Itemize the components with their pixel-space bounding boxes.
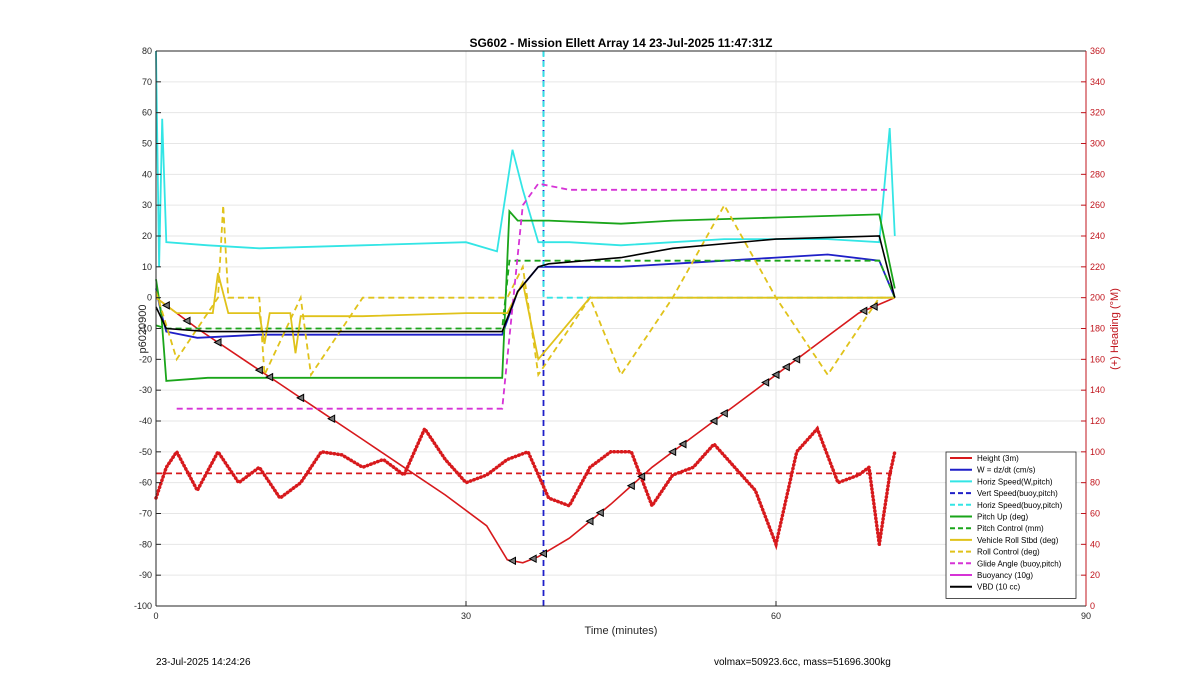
height-marker: [626, 481, 635, 491]
legend-entry: W = dz/dt (cm/s): [977, 466, 1036, 475]
y2-tick-label: 320: [1090, 108, 1105, 118]
y2-tick-label: 120: [1090, 416, 1105, 426]
y-tick-label: -70: [139, 509, 152, 519]
legend-entry: Vert Speed(buoy,pitch): [977, 489, 1058, 498]
height-marker: [507, 556, 516, 566]
y2-axis-label: (+) Heading (°M): [1109, 288, 1121, 370]
y2-tick-label: 20: [1090, 570, 1100, 580]
y-tick-label: -80: [139, 539, 152, 549]
height-marker: [254, 365, 263, 375]
legend-entry: Roll Control (deg): [977, 548, 1040, 557]
height-marker: [771, 370, 780, 380]
series-vbd-10-cc: [155, 235, 896, 333]
series-height-3m: [155, 296, 896, 564]
legend-entry: Glide Angle (buoy,pitch): [977, 559, 1062, 568]
height-marker: [709, 416, 718, 426]
y-tick-label: -60: [139, 478, 152, 488]
legend-entry: Buoyancy (10g): [977, 571, 1033, 580]
height-marker: [182, 316, 191, 326]
series-roll-control-deg: [155, 203, 895, 379]
height-marker: [719, 408, 728, 418]
y-tick-label: 10: [142, 262, 152, 272]
height-marker: [161, 301, 170, 310]
legend-entry: Pitch Up (deg): [977, 513, 1028, 522]
y2-tick-label: 260: [1090, 200, 1105, 210]
y-tick-label: -30: [139, 385, 152, 395]
y2-tick-label: 280: [1090, 169, 1105, 179]
y2-tick-label: 160: [1090, 354, 1105, 364]
legend-entry: VBD (10 cc): [977, 583, 1020, 592]
height-marker: [668, 447, 677, 457]
series-glide-angle-buoy-pitch: [176, 182, 890, 410]
y2-tick-label: 0: [1090, 601, 1095, 611]
height-marker: [869, 302, 878, 311]
y2-tick-label: 240: [1090, 231, 1105, 241]
footer-stats: volmax=50923.6cc, mass=51696.300kg: [714, 657, 891, 668]
series-horiz-speed-w-pitch: [155, 50, 896, 267]
x-tick-label: 60: [771, 611, 781, 621]
x-axis-label: Time (minutes): [585, 625, 658, 637]
height-marker: [213, 338, 222, 347]
y2-tick-label: 340: [1090, 77, 1105, 87]
legend: Height (3m) W = dz/dt (cm/s) Horiz Speed(W…: [945, 451, 1077, 599]
legend-entry: Pitch Control (mm): [977, 524, 1044, 533]
series-layer: [154, 50, 897, 606]
y2-tick-label: 300: [1090, 139, 1105, 149]
height-marker: [296, 393, 305, 403]
y-tick-label: -90: [139, 570, 152, 580]
height-marker: [265, 372, 274, 382]
y-tick-label: 50: [142, 139, 152, 149]
y-tick-label: 80: [142, 46, 152, 56]
y-tick-label: 0: [147, 293, 152, 303]
y-axis-label: p6020900: [137, 305, 149, 354]
y2-tick-label: 40: [1090, 539, 1100, 549]
chart-title: SG602 - Mission Ellett Array 14 23-Jul-2…: [469, 36, 772, 50]
footer-timestamp: 23-Jul-2025 14:24:26: [156, 657, 251, 668]
series-vehicle-roll-stbd-deg: [155, 272, 895, 362]
height-marker: [528, 554, 537, 564]
x-tick-label: 0: [153, 611, 158, 621]
y-tick-label: 60: [142, 108, 152, 118]
height-marker: [585, 516, 594, 526]
legend-entry: Vehicle Roll Stbd (deg): [977, 536, 1059, 545]
y-tick-label: 30: [142, 200, 152, 210]
y-tick-label: -100: [134, 601, 152, 611]
height-marker: [761, 378, 770, 387]
x-tick-label: 90: [1081, 611, 1091, 621]
y2-tick-label: 200: [1090, 293, 1105, 303]
y-tick-label: -20: [139, 354, 152, 364]
height-marker: [538, 549, 547, 558]
y2-tick-label: 100: [1090, 447, 1105, 457]
x-tick-label: 30: [461, 611, 471, 621]
y2-tick-label: 60: [1090, 509, 1100, 519]
y2-tick-label: 80: [1090, 478, 1100, 488]
y-tick-label: -10: [139, 324, 152, 334]
y2-tick-label: 140: [1090, 385, 1105, 395]
y-tick-label: 70: [142, 77, 152, 87]
height-marker: [859, 306, 868, 316]
height-marker: [781, 362, 790, 372]
series-heading: [154, 425, 897, 551]
height-marker: [678, 439, 687, 449]
axes: 80706050403020100-10-20-30-40-50-60-70-8…: [134, 46, 1105, 621]
height-marker: [637, 472, 646, 481]
y2-tick-label: 360: [1090, 46, 1105, 56]
y-tick-label: -40: [139, 416, 152, 426]
height-marker: [327, 414, 336, 424]
legend-entry: Horiz Speed(buoy,pitch): [977, 501, 1063, 510]
height-marker: [792, 354, 801, 364]
series-pitch-control-mm: [155, 259, 896, 330]
y2-tick-label: 220: [1090, 262, 1105, 272]
height-marker: [595, 508, 604, 518]
legend-entry: Height (3m): [977, 454, 1019, 463]
legend-entry: Horiz Speed(W,pitch): [977, 477, 1053, 486]
y-tick-label: 40: [142, 169, 152, 179]
y2-tick-label: 180: [1090, 324, 1105, 334]
y-tick-label: 20: [142, 231, 152, 241]
y-tick-label: -50: [139, 447, 152, 457]
